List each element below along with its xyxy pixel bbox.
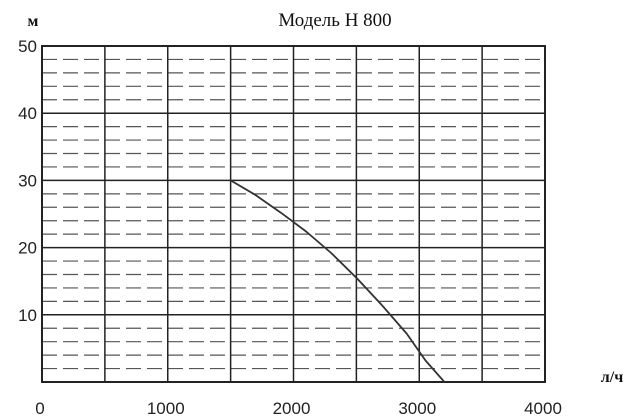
x-tick-label: 0: [35, 399, 44, 418]
y-axis-unit-label: м: [28, 13, 39, 30]
plot-frame: [41, 45, 546, 383]
tick-labels: 10 20 30 40 50 0 1000 2000 3000 4000: [18, 37, 562, 418]
x-tick-label: 1000: [147, 399, 185, 418]
y-tick-label: 10: [18, 306, 37, 325]
y-tick-label: 40: [18, 104, 37, 123]
x-tick-label: 3000: [398, 399, 436, 418]
y-tick-label: 50: [18, 37, 37, 56]
grid: [41, 45, 546, 383]
y-tick-label: 30: [18, 171, 37, 190]
series-line: [230, 179, 446, 383]
y-tick-label: 20: [18, 239, 37, 258]
x-tick-label: 4000: [524, 399, 562, 418]
series-layer: [230, 179, 446, 383]
x-tick-label: 2000: [273, 399, 311, 418]
chart-title: Модель Н 800: [278, 10, 391, 31]
x-axis-unit-label: л/ч: [601, 369, 623, 386]
